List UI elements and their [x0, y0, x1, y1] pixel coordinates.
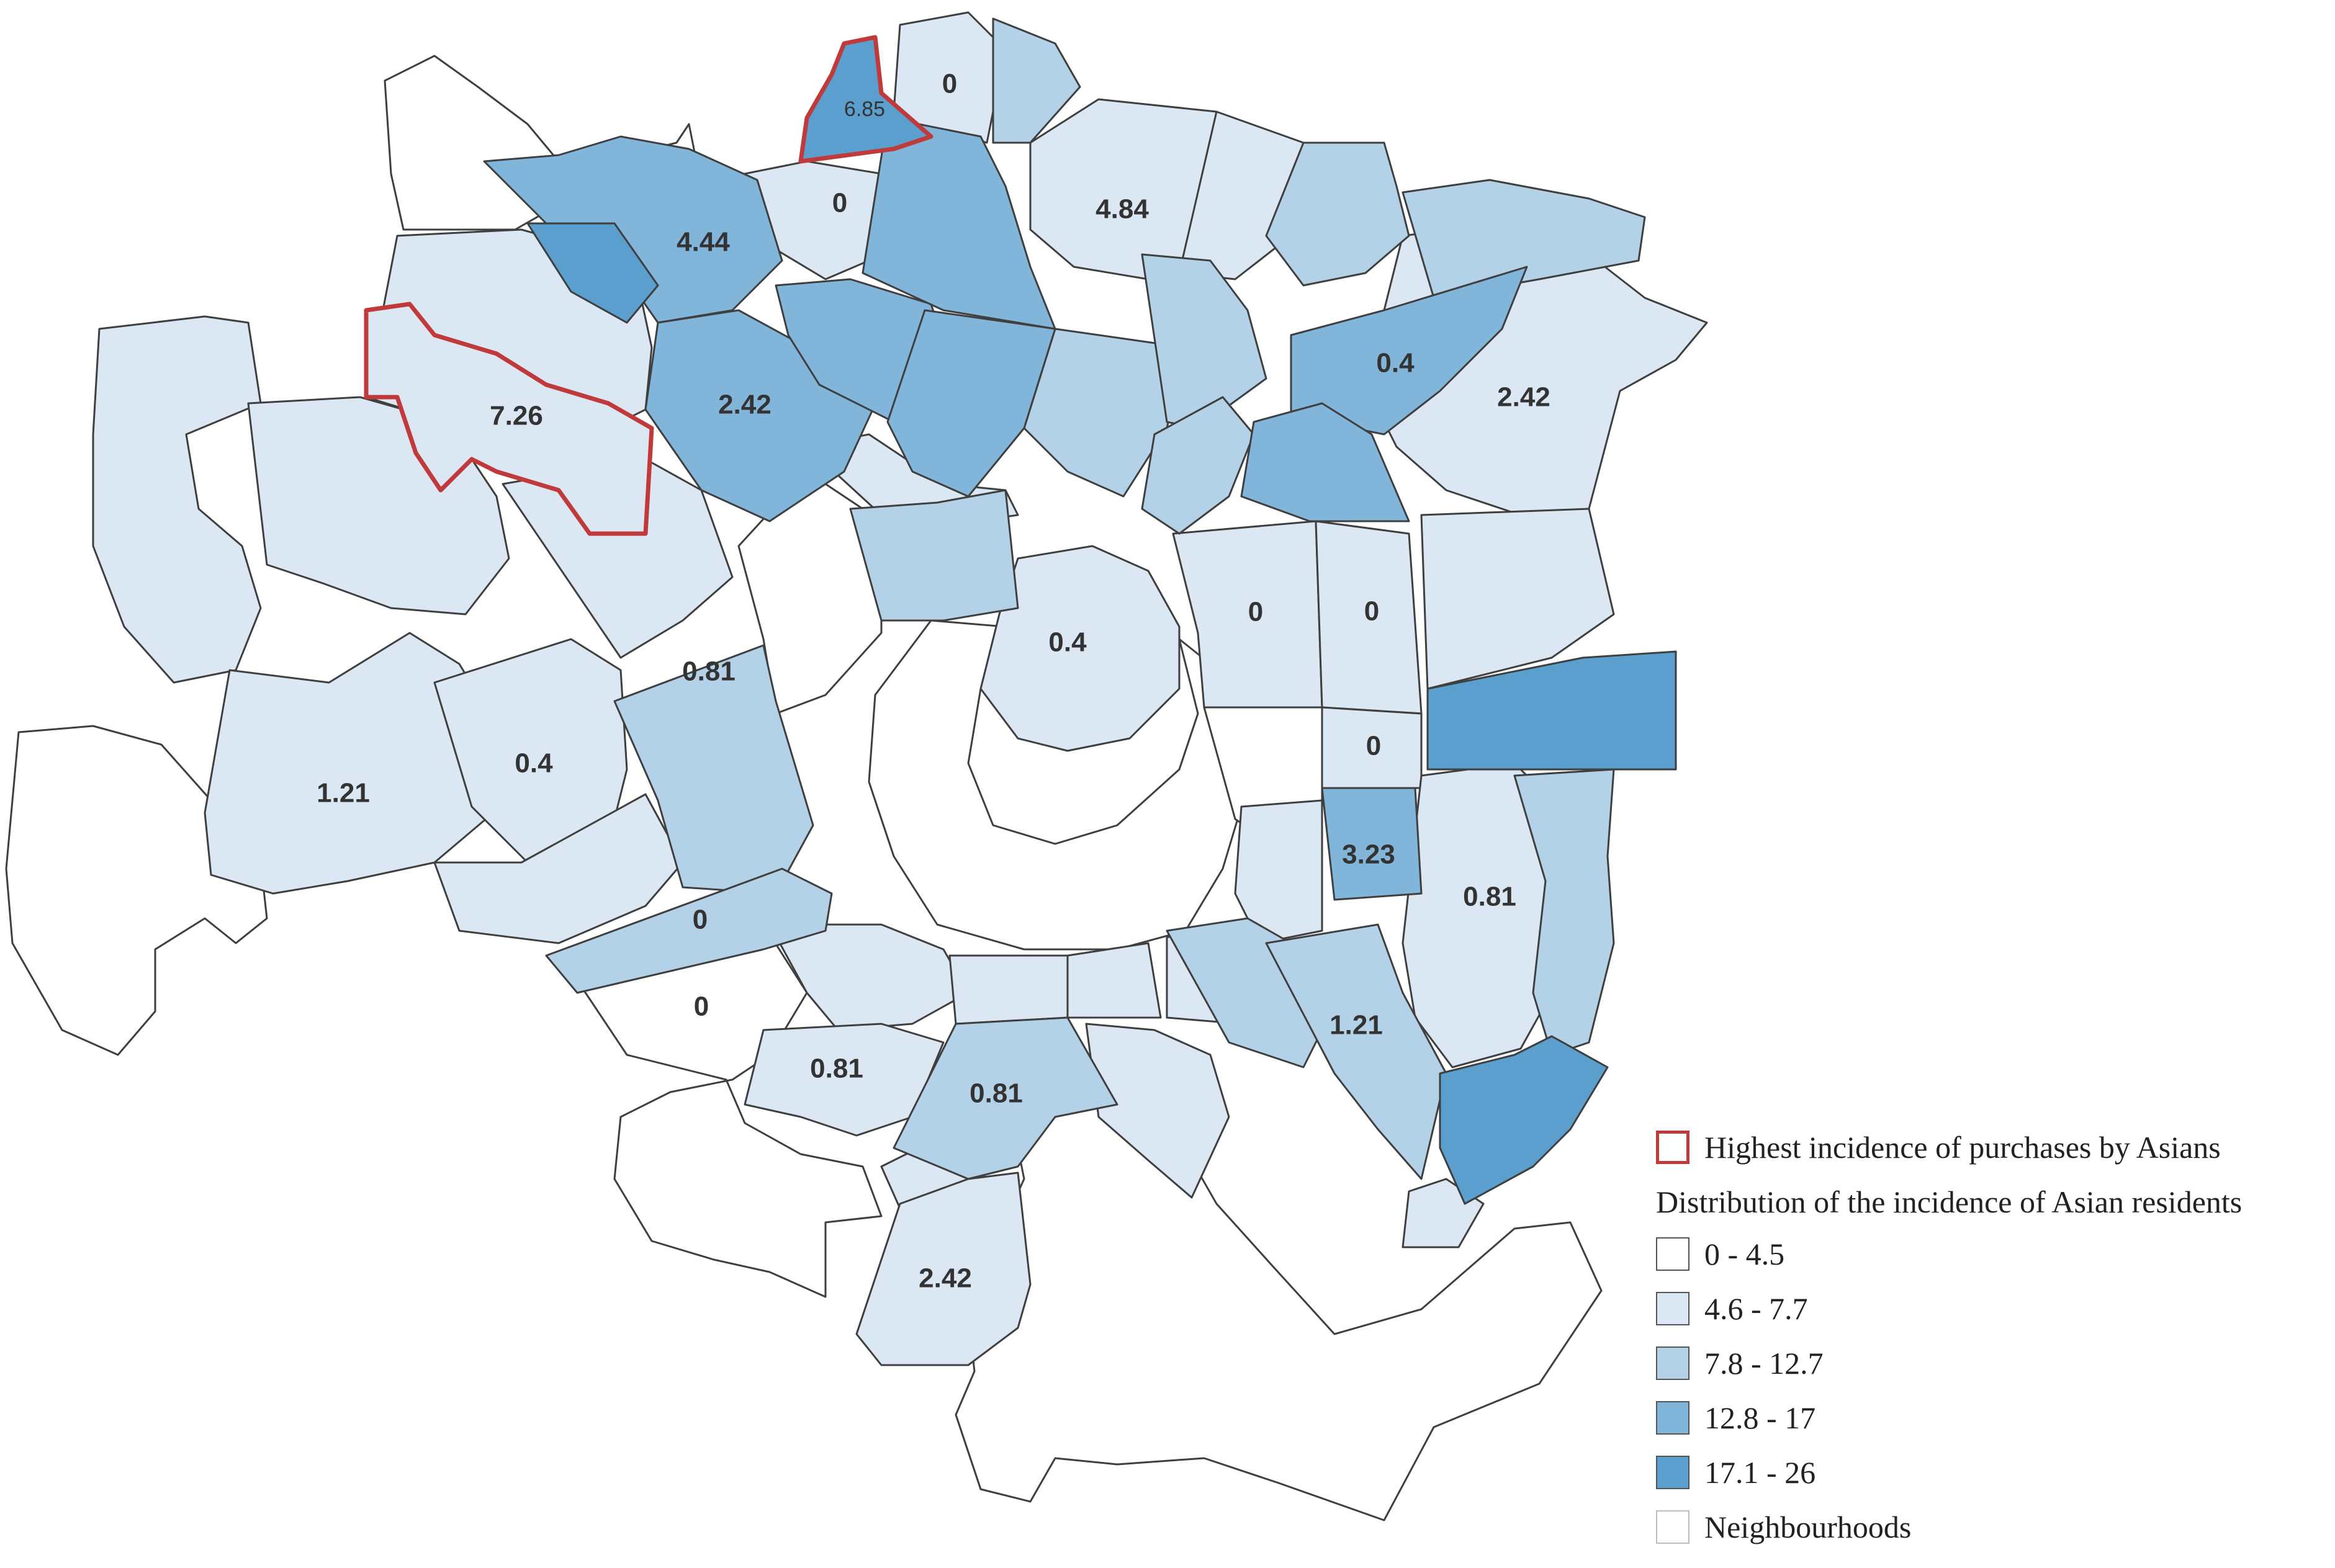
value-label: 0	[832, 188, 847, 218]
legend-highlight-entry: Highest incidence of purchases by Asians	[1656, 1129, 2221, 1165]
legend-class-label: 17.1 - 26	[1704, 1455, 1816, 1490]
value-label: 2.42	[919, 1263, 972, 1294]
neighbourhood-south-east	[1085, 1023, 1230, 1199]
value-label: 0.4	[1048, 627, 1087, 658]
value-label: 0.81	[970, 1078, 1023, 1109]
legend-class-entry: 7.8 - 12.7	[1656, 1345, 1824, 1381]
value-label: 6.85	[844, 97, 885, 121]
neighbourhood-south-east-4	[1265, 923, 1447, 1180]
legend-title: Distribution of the incidence of Asian r…	[1656, 1185, 2243, 1219]
value-label: 1.21	[317, 778, 370, 809]
neighbourhood-west-5	[433, 793, 684, 944]
legend-highlight-label: Highest incidence of purchases by Asians	[1704, 1130, 2221, 1165]
neighbourhood-far-west	[5, 725, 268, 1056]
value-label: 0	[1364, 596, 1379, 627]
neighbourhood-east-4	[1420, 508, 1615, 690]
neighbourhood-west-3	[204, 632, 516, 895]
legend-neighbourhoods-entry: Neighbourhoods	[1656, 1509, 1911, 1545]
neighbourhood-south-sw	[744, 1023, 945, 1137]
neighbourhood-highlight-west	[364, 302, 654, 536]
value-label: 0.4	[1376, 348, 1415, 379]
neighbourhood-south-center-2	[948, 954, 1069, 1025]
neighbourhood-value-labels: 6.85 0 0 4.44 4.84 7.26 2.42 0.4 2.42 0 …	[317, 69, 1550, 1294]
value-label: 0	[694, 992, 709, 1022]
neighbourhood-south-band	[545, 867, 833, 994]
neighbourhood-south-center-1	[768, 923, 970, 1031]
legend-class-entry: 17.1 - 26	[1656, 1454, 1815, 1490]
value-label: 0	[1248, 597, 1263, 627]
neighbourhood-south	[855, 1172, 1032, 1366]
neighbourhood-south-center-3	[1066, 942, 1162, 1019]
neighbourhood-south-mid	[893, 1016, 1118, 1180]
class-swatch	[1656, 1237, 1689, 1271]
highlight-outline-swatch	[1656, 1131, 1689, 1164]
class-swatch	[1656, 1292, 1689, 1325]
neighbourhood-east-center	[1141, 396, 1255, 535]
legend-class-label: 7.8 - 12.7	[1704, 1346, 1824, 1381]
neighbourhood-east-dark	[1426, 650, 1677, 771]
legend-class-entry: 0 - 4.5	[1656, 1236, 1784, 1272]
neighbourhood-south-east-2	[1234, 799, 1323, 944]
legend-class-entry: 4.6 - 7.7	[1656, 1291, 1808, 1327]
value-label: 0.81	[810, 1054, 863, 1084]
neighbourhood-center-west-band	[613, 644, 814, 895]
neighbourhood-south-east-dark	[1439, 1035, 1609, 1205]
neighbourhood-polygons	[5, 11, 1708, 1521]
value-label: 0	[1366, 731, 1381, 761]
neighbourhood-center-north-2	[849, 489, 1019, 622]
neighbourhood-swatch	[1656, 1510, 1689, 1544]
legend-class-label: 12.8 - 17	[1704, 1400, 1816, 1435]
neighbourhood-east-far	[1513, 768, 1615, 1056]
neighbourhood-east-1	[1172, 520, 1323, 709]
legend-distribution-title: Distribution of the incidence of Asian r…	[1656, 1184, 2242, 1220]
value-label: 0.81	[682, 656, 736, 687]
neighbourhood-east-mid	[1321, 787, 1423, 901]
value-label: 4.84	[1096, 194, 1149, 225]
value-label: 4.44	[677, 227, 730, 258]
neighbourhood-north-east-1	[992, 17, 1081, 144]
neighbourhood-north-east-2	[1265, 141, 1410, 287]
neighbourhood-west-4	[433, 638, 628, 864]
neighbourhood-highlight-north	[798, 35, 934, 164]
neighbourhood-north-west-dark	[526, 222, 659, 324]
class-swatch	[1656, 1346, 1689, 1380]
class-swatch	[1656, 1401, 1689, 1435]
value-label: 7.26	[490, 401, 543, 431]
legend-neighbourhoods-label: Neighbourhoods	[1704, 1510, 1912, 1544]
value-label: 3.23	[1342, 840, 1395, 870]
neighbourhood-center-ring-ne	[979, 545, 1181, 752]
legend-class-label: 0 - 4.5	[1704, 1237, 1785, 1271]
neighbourhood-north-center-2	[1141, 253, 1267, 429]
value-label: 0	[693, 905, 708, 935]
class-swatch	[1656, 1456, 1689, 1489]
neighbourhood-north-center-4	[862, 117, 1056, 330]
value-label: 0	[942, 69, 957, 99]
value-label: 2.42	[1497, 382, 1550, 413]
value-label: 2.42	[718, 390, 772, 420]
value-label: 0.4	[515, 748, 553, 779]
legend-class-entry: 12.8 - 17	[1656, 1400, 1815, 1436]
value-label: 1.21	[1329, 1010, 1383, 1041]
neighbourhood-east-north-3	[1240, 402, 1410, 522]
neighbourhood-north-center-5	[886, 309, 1056, 498]
value-label: 0.81	[1463, 882, 1516, 912]
legend-class-label: 4.6 - 7.7	[1704, 1291, 1808, 1326]
neighbourhood-west-1	[92, 315, 262, 684]
